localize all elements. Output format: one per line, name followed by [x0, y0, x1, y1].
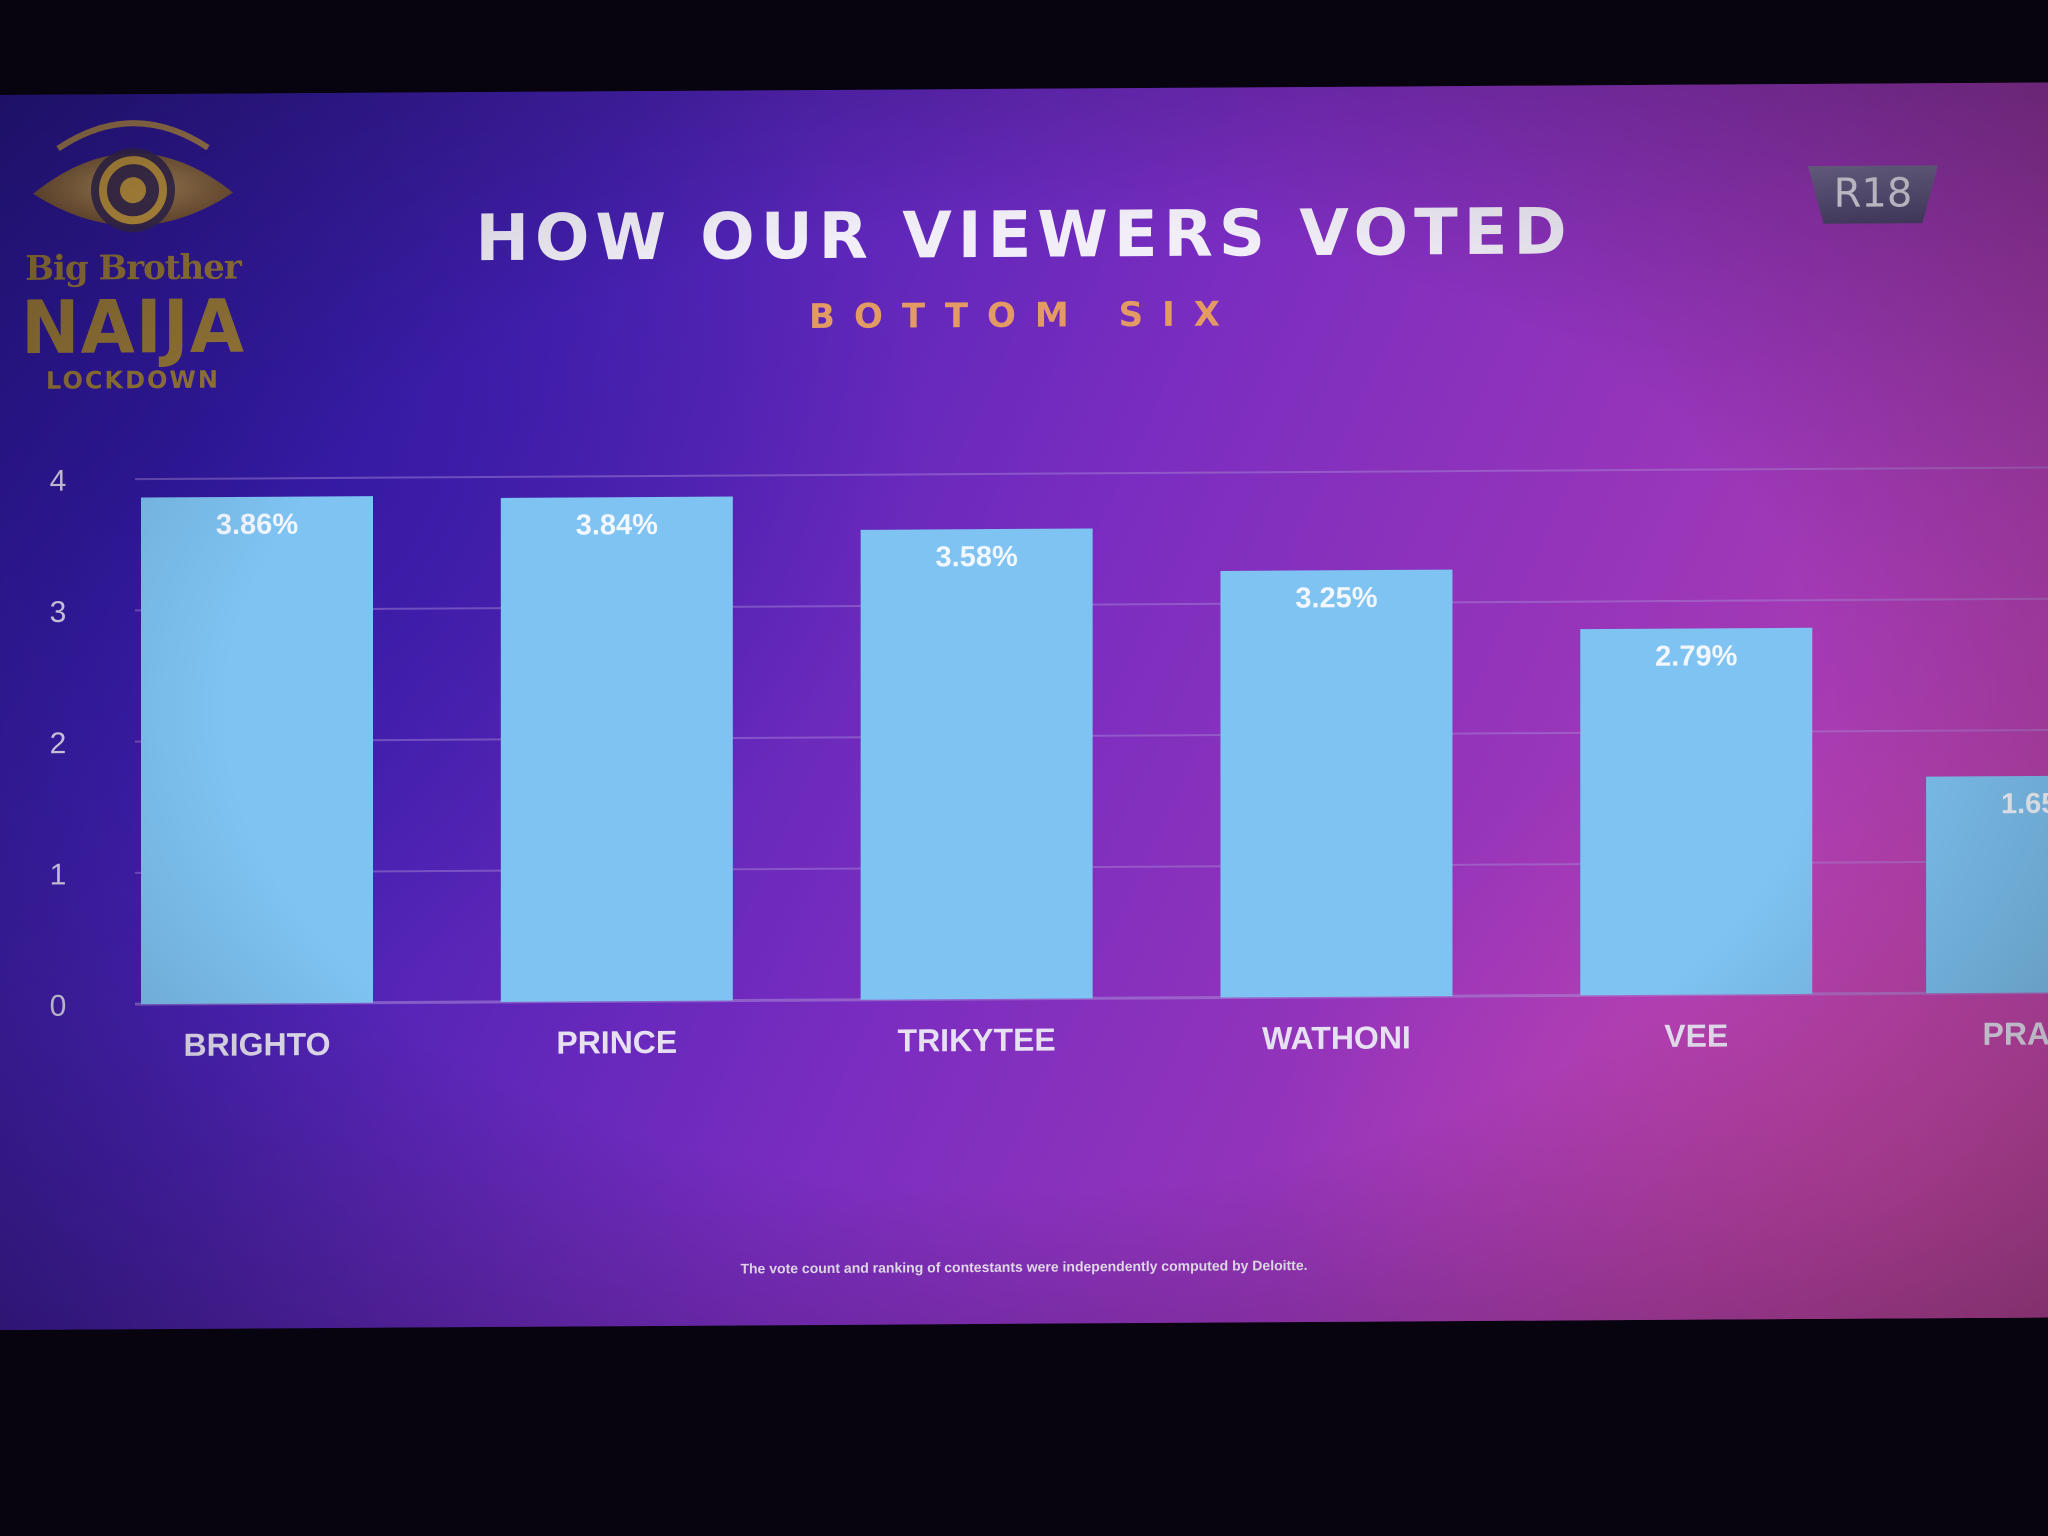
- bar-value-label: 1.65%: [2001, 788, 2048, 821]
- bar-value-label: 3.86%: [216, 509, 298, 542]
- x-category-label: PRAISE: [1983, 1015, 2048, 1052]
- x-category-label: WATHONI: [1262, 1019, 1411, 1056]
- bar-chart: 0 1 2 3 4 3.86% BRIGHTO 3.84% PRINCE 3.58% TRIKYTE…: [50, 465, 2048, 1063]
- gridline-4: [135, 466, 2048, 481]
- tv-screen: Big Brother NAIJA LOCKDOWN HOW OUR VIEWE…: [0, 82, 2048, 1330]
- x-category-label: PRINCE: [556, 1024, 677, 1061]
- eye-logo-icon: [33, 120, 233, 233]
- x-category-label: TRIKYTEE: [898, 1022, 1056, 1059]
- y-tick-label: 2: [50, 727, 67, 760]
- y-tick-label: 1: [50, 858, 67, 891]
- bar-value-label: 3.84%: [576, 509, 658, 542]
- y-tick-label: 4: [50, 465, 67, 498]
- bar-wathoni: [1220, 569, 1453, 998]
- bar-trikytee: [860, 528, 1093, 1000]
- bar-value-label: 3.25%: [1295, 582, 1377, 615]
- bar-vee: [1580, 627, 1813, 996]
- bar-praise: [1926, 775, 2048, 994]
- bar-prince: [500, 496, 733, 1002]
- y-tick-label: 3: [50, 596, 67, 629]
- bar-value-label: 3.58%: [936, 541, 1018, 574]
- show-logo: Big Brother NAIJA LOCKDOWN: [18, 107, 248, 398]
- y-tick-label: 0: [50, 990, 67, 1023]
- x-category-label: BRIGHTO: [184, 1026, 331, 1063]
- x-category-label: VEE: [1664, 1017, 1728, 1053]
- bar-value-label: 2.79%: [1655, 640, 1737, 673]
- bar-brighto: [141, 496, 373, 1005]
